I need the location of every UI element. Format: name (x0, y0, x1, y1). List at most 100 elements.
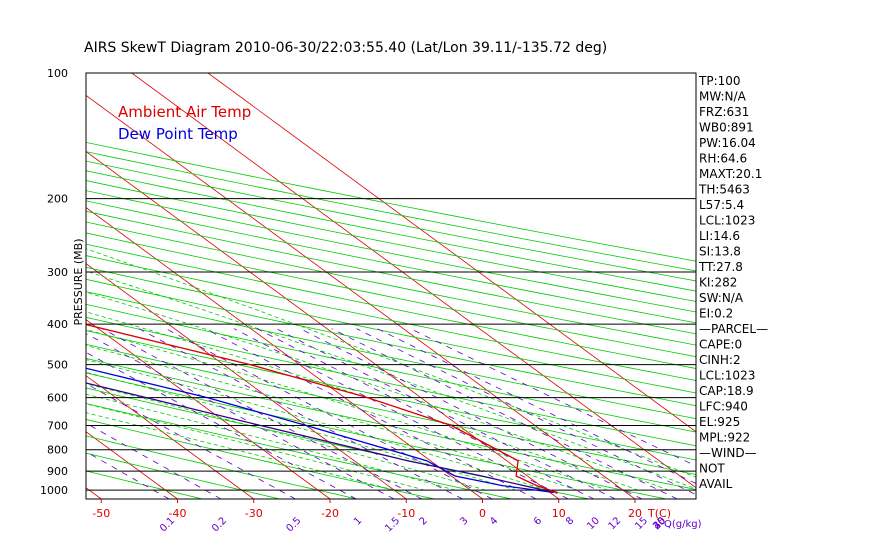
mixing-ratio-label: 8 (564, 515, 576, 527)
index-label: —PARCEL— (699, 322, 768, 336)
mixing-ratio-label: 3 (458, 515, 470, 527)
mixing-ratio-line (356, 328, 696, 495)
profile-line-2 (86, 382, 554, 494)
mixing-ratio-label: 0.2 (210, 515, 229, 534)
bottom-temperature-tick-label: -30 (245, 507, 263, 520)
index-label: EI:0.2 (699, 307, 733, 321)
dry-adiabat-line (86, 316, 696, 447)
index-label: CAP:18.9 (699, 384, 754, 398)
dry-adiabat-line (86, 243, 696, 369)
isobar-lines (86, 198, 696, 491)
pressure-tick-label: 900 (47, 465, 68, 478)
profile-line-0 (86, 323, 558, 494)
index-label: EL:925 (699, 415, 740, 429)
mixing-ratio-line (86, 451, 170, 499)
index-label: MPL:922 (699, 431, 750, 445)
dry-adiabat-line (86, 180, 696, 302)
dry-adiabat-line (86, 452, 280, 499)
dry-adiabat-line (86, 200, 696, 324)
pressure-tick-label: 1000 (40, 484, 68, 497)
mixing-ratio-line (256, 328, 595, 499)
index-label: MAXT:20.1 (699, 167, 762, 181)
index-label: TT:27.8 (698, 260, 743, 274)
profile-series (86, 323, 558, 494)
index-label: CINH:2 (699, 353, 741, 367)
dry-adiabat-line (86, 266, 696, 394)
dry-adiabat-line (86, 403, 512, 499)
mixing-ratio-label: 1 (352, 515, 364, 527)
mixing-ratio-line (233, 328, 569, 499)
mixing-ratio-label: 0.5 (284, 515, 303, 534)
mixing-ratio-label: 12 (607, 515, 624, 532)
isotherm-line (86, 375, 254, 499)
isotherm-line (0, 73, 25, 499)
moist-adiabat-line (86, 359, 547, 491)
bottom-temperature-tick-label: -20 (321, 507, 339, 520)
mixing-ratio-line (299, 328, 643, 499)
moist-adiabat-line (86, 291, 669, 491)
index-label: L57:5.4 (699, 198, 744, 212)
dry-adiabat-line (86, 221, 696, 346)
mixing-ratio-label: 2 (418, 515, 430, 527)
index-label: WB0:891 (699, 121, 754, 135)
profile-line-1 (86, 367, 554, 494)
dry-adiabat-line (86, 190, 696, 313)
bottom-temperature-tick-label: 20 (628, 507, 642, 520)
mixing-ratio-label: 4 (488, 515, 500, 527)
temperature-unit-label: T(C) (647, 507, 671, 520)
pressure-tick-label: 400 (47, 318, 68, 331)
dry-adiabat-line (86, 291, 696, 420)
mixing-ratio-line (276, 328, 616, 499)
mixing-ratio-line (138, 328, 463, 499)
dry-adiabat-line (86, 278, 696, 407)
moist-adiabat-line (86, 270, 696, 490)
pressure-tick-label: 200 (47, 193, 68, 206)
dry-adiabat-line (86, 303, 696, 433)
mixing-ratio-line (86, 422, 222, 499)
index-label: TH:5463 (698, 183, 750, 197)
bottom-temperature-tick-label: 0 (479, 507, 486, 520)
dry-adiabat-line (86, 160, 696, 282)
bottom-temperature-tick-label: -10 (397, 507, 415, 520)
isotherm-line (86, 150, 559, 499)
bottom-temperature-tick-label: -40 (169, 507, 187, 520)
dry-adiabat-line (86, 435, 358, 499)
bottom-temperature-tick-label: 10 (552, 507, 566, 520)
mixing-ratio-line (86, 333, 395, 499)
legend-ambient-air-temp: Ambient Air Temp (118, 103, 251, 121)
index-label: KI:282 (699, 276, 737, 290)
plot-frame (85, 72, 697, 500)
mixing-ratio-line (102, 328, 422, 499)
index-label: PW:16.04 (699, 136, 756, 150)
dry-adiabat-line (86, 151, 696, 272)
mixing-ratio-line (331, 328, 678, 499)
index-label: NOT (699, 462, 725, 476)
y-axis-label: PRESSURE (MB) (72, 239, 85, 326)
dry-adiabat-line (86, 232, 696, 358)
legend-dew-point-temp: Dew Point Temp (118, 125, 238, 143)
index-label: SW:N/A (699, 291, 744, 305)
mixing-ratio-unit-label: Q(g/kg) (664, 519, 702, 530)
pressure-tick-label: 600 (47, 392, 68, 405)
chart-title: AIRS SkewT Diagram 2010-06-30/22:03:55.4… (84, 40, 607, 56)
dry-adiabat-line (86, 141, 696, 262)
pressure-tick-label: 800 (47, 444, 68, 457)
isotherm-line (207, 73, 696, 433)
mixing-ratio-line (165, 328, 493, 499)
moist-adiabat-line (86, 329, 608, 491)
index-label: LI:14.6 (699, 229, 740, 243)
index-label: MW:N/A (699, 90, 747, 104)
dry-adiabat-line (86, 210, 696, 335)
index-label: —WIND— (699, 446, 757, 460)
legend: Ambient Air Temp Dew Point Temp (118, 103, 251, 143)
moist-adiabat-line (86, 248, 696, 478)
pressure-tick-label: 300 (47, 266, 68, 279)
index-label: TP:100 (698, 74, 741, 88)
bottom-temperature-tick-label: -50 (92, 507, 110, 520)
index-label: LCL:1023 (699, 369, 755, 383)
mixing-ratio-line (86, 351, 357, 499)
index-label: FRZ:631 (699, 105, 749, 119)
index-label: SI:13.8 (699, 245, 741, 259)
index-label: RH:64.6 (699, 152, 747, 166)
